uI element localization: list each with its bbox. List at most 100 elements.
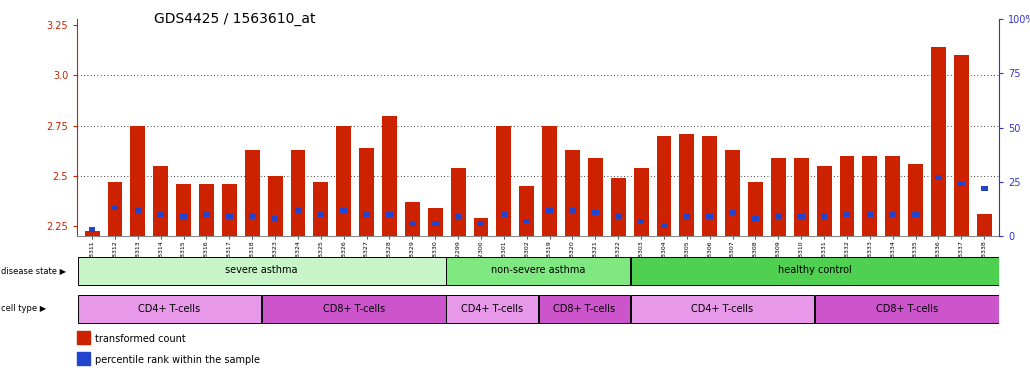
Text: severe asthma: severe asthma [226, 265, 298, 275]
Bar [523, 218, 530, 223]
Bar [707, 214, 713, 219]
Bar [226, 214, 233, 219]
Bar [889, 212, 896, 217]
Text: CD8+ T-cells: CD8+ T-cells [876, 303, 938, 313]
Bar [221, 184, 237, 236]
Bar [844, 212, 851, 217]
Bar [176, 184, 191, 236]
Text: disease state ▶: disease state ▶ [1, 266, 66, 275]
Text: CD8+ T-cells: CD8+ T-cells [322, 303, 385, 313]
Bar [630, 295, 815, 323]
Text: non-severe asthma: non-severe asthma [491, 265, 585, 275]
Bar [729, 210, 736, 215]
Bar [981, 186, 988, 191]
Bar [752, 217, 759, 221]
Bar [478, 221, 484, 225]
Bar [862, 156, 878, 236]
Bar [821, 214, 827, 219]
Bar [272, 217, 278, 221]
Bar [630, 257, 999, 285]
Bar [313, 182, 329, 236]
Bar [638, 218, 645, 223]
Text: CD4+ T-cells: CD4+ T-cells [691, 303, 754, 313]
Bar [474, 218, 488, 236]
Bar [588, 158, 603, 236]
Bar [702, 136, 717, 236]
Text: CD4+ T-cells: CD4+ T-cells [138, 303, 201, 313]
Bar [611, 178, 625, 236]
Bar [839, 156, 855, 236]
Bar [427, 208, 443, 236]
Bar [633, 168, 649, 236]
Bar [976, 214, 992, 236]
Bar [455, 214, 461, 219]
Bar [111, 205, 118, 210]
Bar [539, 295, 630, 323]
Bar [340, 208, 347, 212]
Bar [131, 126, 145, 236]
Bar [268, 176, 282, 236]
Bar [107, 182, 123, 236]
Bar [77, 257, 446, 285]
Bar [382, 116, 397, 236]
Bar [153, 166, 168, 236]
Bar [866, 212, 873, 217]
Bar [158, 212, 164, 217]
Bar [684, 214, 690, 219]
Bar [798, 214, 804, 219]
Bar [656, 136, 672, 236]
Bar [958, 182, 965, 187]
Bar [546, 208, 553, 212]
Bar [290, 150, 306, 236]
Bar [199, 184, 214, 236]
Bar [359, 148, 374, 236]
Bar [337, 126, 351, 236]
Bar [451, 168, 466, 236]
Bar [954, 55, 969, 236]
Bar [262, 295, 446, 323]
Bar [295, 208, 302, 212]
Bar [794, 158, 809, 236]
Bar [592, 210, 598, 215]
Bar [935, 175, 941, 180]
Bar [570, 208, 576, 212]
Bar [519, 186, 535, 236]
Bar [615, 214, 621, 219]
Bar [725, 150, 740, 236]
Bar [249, 214, 255, 219]
Bar [775, 214, 782, 219]
Bar [496, 126, 511, 236]
Bar [180, 214, 187, 219]
Bar [317, 212, 324, 217]
Bar [77, 295, 262, 323]
Bar [931, 47, 946, 236]
Text: CD8+ T-cells: CD8+ T-cells [553, 303, 615, 313]
Text: cell type ▶: cell type ▶ [1, 304, 46, 313]
Bar [203, 212, 210, 217]
Bar [432, 221, 439, 225]
Bar [565, 150, 580, 236]
Bar [405, 202, 420, 236]
Bar [409, 221, 416, 225]
Text: CD4+ T-cells: CD4+ T-cells [461, 303, 523, 313]
Bar [817, 166, 831, 236]
Text: percentile rank within the sample: percentile rank within the sample [95, 355, 260, 365]
Text: transformed count: transformed count [95, 334, 185, 344]
Bar [815, 295, 999, 323]
Bar [386, 212, 392, 217]
Bar [680, 134, 694, 236]
Bar [89, 227, 96, 232]
Bar [748, 182, 763, 236]
Bar [446, 295, 538, 323]
Bar [245, 150, 260, 236]
Bar [660, 223, 667, 228]
Bar [446, 257, 630, 285]
Bar [84, 231, 100, 236]
Bar [886, 156, 900, 236]
Bar [770, 158, 786, 236]
Bar [501, 212, 507, 217]
Text: GDS4425 / 1563610_at: GDS4425 / 1563610_at [154, 12, 316, 25]
Bar [364, 212, 370, 217]
Text: healthy control: healthy control [778, 265, 852, 275]
Bar [542, 126, 557, 236]
